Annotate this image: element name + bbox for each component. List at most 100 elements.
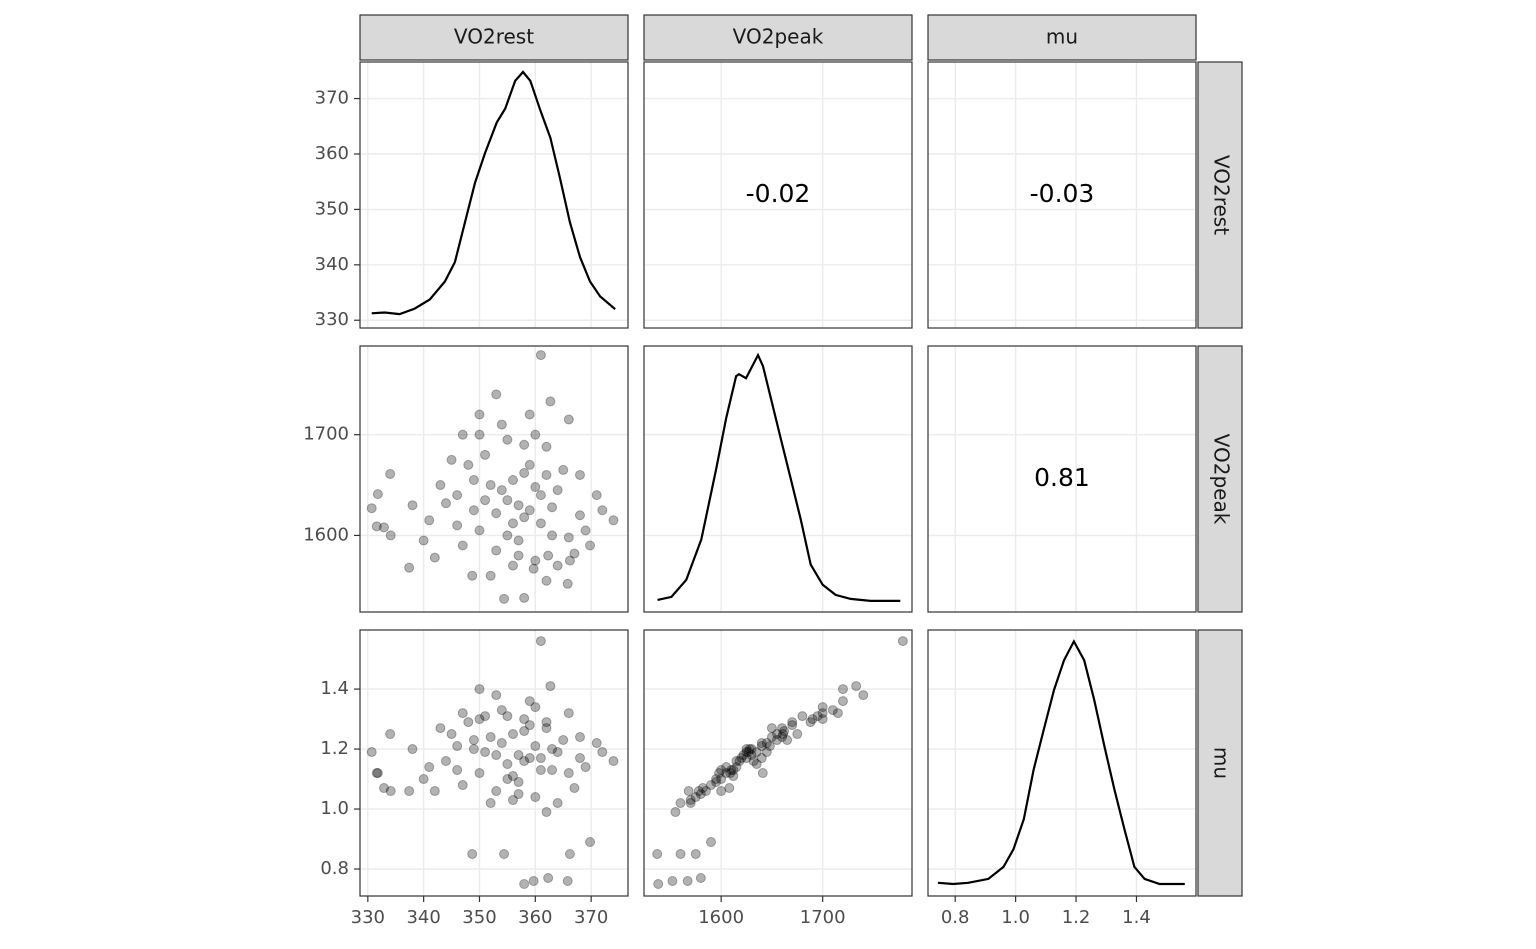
correlation-label: 0.81 — [1034, 463, 1090, 492]
scatter-point — [440, 756, 451, 767]
scatter-point — [379, 783, 390, 794]
scatter-point — [480, 449, 491, 460]
scatter-point — [371, 521, 382, 532]
scatter-point — [563, 768, 574, 779]
column-strip — [927, 14, 1197, 61]
scatter-point — [480, 495, 491, 506]
scatter-point — [721, 768, 732, 779]
scatter-point — [693, 786, 704, 797]
scatter-point — [675, 798, 686, 809]
panel-marks: -0.03 — [1030, 179, 1095, 208]
panel-background — [360, 62, 628, 328]
scatter-point — [897, 636, 908, 647]
scatter-point — [580, 762, 591, 773]
scatter-point — [528, 876, 539, 887]
scatter-point — [580, 525, 591, 536]
scatter-point — [435, 723, 446, 734]
scatter-point — [746, 750, 757, 761]
scatter-point — [513, 550, 524, 561]
scatter-point — [519, 467, 530, 478]
scatter-point — [757, 768, 768, 779]
scatter-point — [817, 714, 828, 725]
scatter-point — [535, 518, 546, 529]
x-tick-label: 1700 — [800, 907, 846, 928]
column-strip — [643, 14, 913, 61]
scatter-point — [535, 753, 546, 764]
scatter-point — [734, 756, 745, 767]
scatter-point — [777, 723, 788, 734]
panel-marks: -0.02 — [746, 179, 811, 208]
scatter-point — [756, 738, 767, 749]
scatter-point — [585, 837, 596, 848]
panel-border — [359, 629, 629, 897]
scatter-point — [711, 774, 722, 785]
scatter-point — [519, 756, 530, 767]
scatter-point — [543, 550, 554, 561]
x-tick-label: 0.8 — [941, 907, 970, 928]
scatter-point — [667, 876, 678, 887]
scatter-point — [716, 786, 727, 797]
scatter-point — [463, 717, 474, 728]
scatter-point — [541, 441, 552, 452]
y-tick-label: 340 — [315, 254, 349, 275]
panel-marks — [366, 636, 619, 890]
scatter-point — [746, 744, 757, 755]
scatter-point — [474, 409, 485, 420]
panel-background — [644, 62, 912, 328]
panel-background — [644, 346, 912, 612]
scatter-point — [513, 535, 524, 546]
scatter-point — [585, 540, 596, 551]
scatter-point — [751, 747, 762, 758]
panel-border — [643, 345, 913, 613]
scatter-point — [457, 429, 468, 440]
density-line — [657, 352, 901, 602]
scatter-point — [485, 798, 496, 809]
panel-marks — [937, 639, 1185, 886]
scatter-point — [474, 684, 485, 695]
scatter-point — [407, 500, 418, 511]
scatter-point — [728, 765, 739, 776]
scatter-point — [541, 717, 552, 728]
scatter-point — [496, 485, 507, 496]
x-tick-label: 1.4 — [1122, 907, 1151, 928]
column-strip — [359, 14, 629, 61]
scatter-point — [690, 849, 701, 860]
scatter-point — [690, 792, 701, 803]
scatter-point — [530, 702, 541, 713]
scatter-point — [446, 729, 457, 740]
scatter-point — [463, 459, 474, 470]
scatter-point — [778, 729, 789, 740]
scatter-point — [685, 795, 696, 806]
scatter-point — [429, 786, 440, 797]
scatter-point — [379, 522, 390, 533]
scatter-point — [564, 555, 575, 566]
scatter-point — [748, 756, 759, 767]
scatter-point — [558, 464, 569, 475]
scatter-point — [502, 530, 513, 541]
scatter-point — [499, 593, 510, 604]
x-tick-label: 370 — [574, 907, 608, 928]
scatter-point — [468, 475, 479, 486]
scatter-point — [685, 798, 696, 809]
scatter-point — [513, 500, 524, 511]
scatter-point — [608, 515, 619, 526]
scatter-point — [756, 741, 767, 752]
scatter-point — [700, 786, 711, 797]
scatter-point — [552, 747, 563, 758]
scatter-point — [528, 563, 539, 574]
scatter-point — [777, 732, 788, 743]
row-strip — [1197, 629, 1243, 897]
row-strip-label: mu — [1210, 747, 1234, 779]
scatter-point — [697, 783, 708, 794]
scatter-point — [452, 490, 463, 501]
scatter-point — [491, 508, 502, 519]
scatter-point — [491, 786, 502, 797]
scatter-point — [652, 849, 663, 860]
scatter-point — [779, 726, 790, 737]
scatter-point — [812, 711, 823, 722]
scatter-point — [744, 744, 755, 755]
scatter-point — [563, 532, 574, 543]
panel-border — [359, 61, 629, 329]
scatter-point — [558, 735, 569, 746]
scatter-point — [502, 774, 513, 785]
